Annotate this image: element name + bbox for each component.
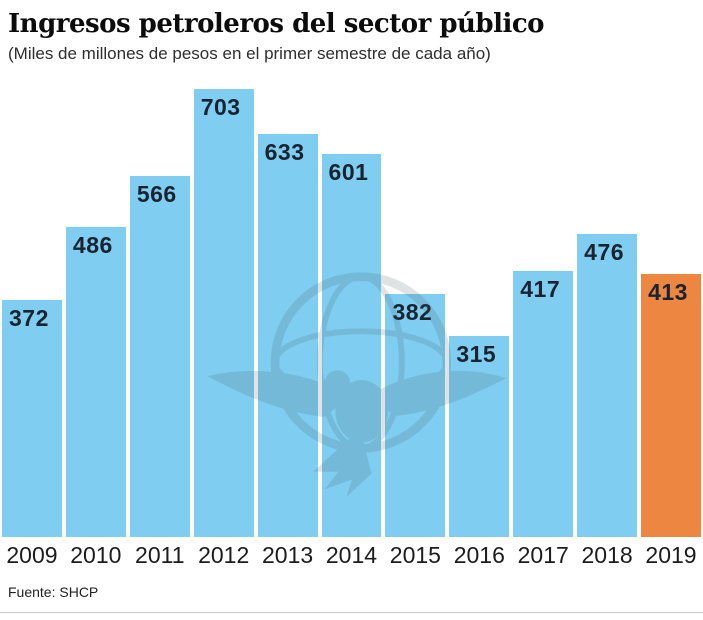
chart-subtitle: (Miles de millones de pesos en el primer… — [8, 44, 491, 63]
bar-value-label-2016: 315 — [456, 341, 497, 367]
x-tick-2016: 2016 — [453, 542, 505, 568]
bar-value-label-2011: 566 — [136, 181, 177, 207]
bars-container: 372 486 566 703 633 601 382 315 417 476 413 — [0, 85, 703, 537]
bar-value-label-2009: 372 — [9, 305, 49, 331]
x-tick-2018: 2018 — [581, 542, 633, 568]
x-tick-2011: 2011 — [135, 542, 185, 568]
bar-chart: 372 486 566 703 633 601 382 315 417 476 413 — [0, 85, 703, 537]
x-tick-2019: 2019 — [645, 542, 697, 568]
bar-value-label-2019: 413 — [648, 279, 688, 305]
x-tick-2017: 2017 — [517, 542, 569, 568]
bar-2015: 382 — [385, 294, 446, 537]
x-tick-2012: 2012 — [198, 542, 250, 568]
x-tick-2013: 2013 — [261, 542, 314, 568]
bar-2017: 417 — [513, 271, 574, 537]
chart-title: Ingresos petroleros del sector público — [8, 9, 545, 39]
bar-value-label-2013: 633 — [264, 139, 305, 165]
x-tick-2015: 2015 — [389, 542, 441, 568]
source-note: Fuente: SHCP — [8, 584, 99, 600]
bar-2014: 601 — [321, 154, 382, 537]
chart-header: Ingresos petroleros del sector público (… — [0, 0, 703, 64]
x-tick-2010: 2010 — [70, 542, 122, 568]
bar-value-label-2017: 417 — [520, 276, 561, 302]
bar-2013: 633 — [257, 134, 318, 537]
bar-value-label-2015: 382 — [392, 299, 433, 325]
bar-2016: 315 — [449, 336, 510, 537]
bar-2012: 703 — [193, 89, 254, 537]
bar-value-label-2012: 703 — [200, 94, 241, 120]
bottom-divider — [0, 612, 703, 613]
x-axis: 2009 2010 2011 2012 2013 2014 2015 2016 2017 2018… — [0, 542, 703, 569]
bar-2011: 566 — [129, 176, 190, 537]
bar-value-label-2010: 486 — [72, 232, 113, 258]
bar-2018: 476 — [577, 234, 638, 537]
x-tick-2009: 2009 — [6, 542, 58, 568]
bar-2009: 372 — [2, 300, 62, 537]
bar-2010: 486 — [65, 227, 126, 537]
x-tick-2014: 2014 — [325, 542, 378, 568]
bar-2019: 413 — [641, 274, 701, 537]
bar-value-label-2014: 601 — [328, 159, 369, 185]
bar-value-label-2018: 476 — [584, 239, 625, 265]
